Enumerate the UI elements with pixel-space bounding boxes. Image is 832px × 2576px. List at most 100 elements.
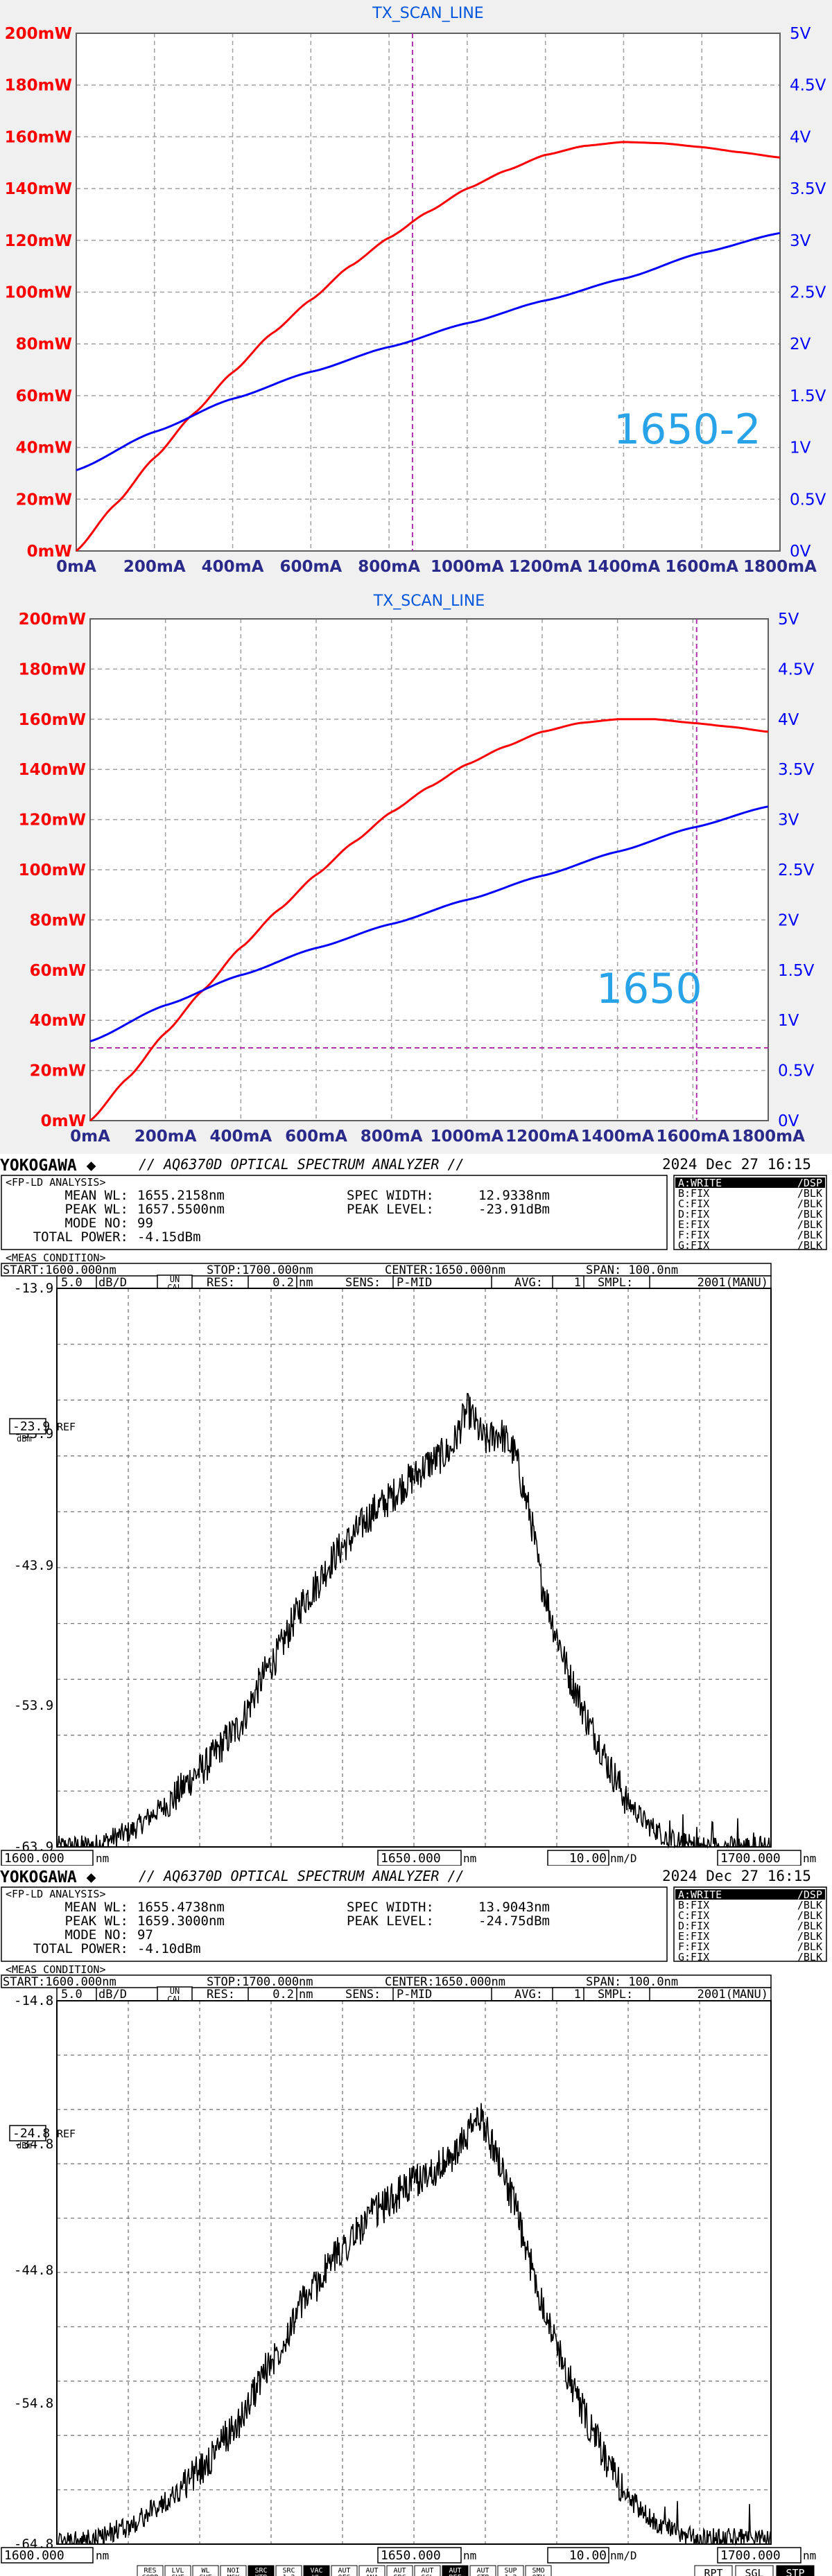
trace-name: E:FIX [678,1218,709,1231]
mode-button[interactable] [694,2565,733,2576]
meas-span: SPAN: 100.0nm [586,1263,678,1277]
trace-mode: /BLK [797,1920,822,1932]
osa-screen-1-svg: YOKOGAWA ◆ // AQ6370D OPTICAL SPECTRUM AN… [0,1156,827,1866]
analysis-value: 1659.3000nm [137,1913,225,1929]
trace-mode: /BLK [797,1899,822,1911]
y-left-tick-label: 200mW [5,25,72,43]
meas-stop: STOP:1700.000nm [207,1975,313,1989]
softkey[interactable] [275,2565,302,2576]
sens-label: SENS: [345,1988,381,2001]
analysis-value-2: -24.75dBm [478,1913,550,1929]
x-tick-label: 200mA [123,558,186,576]
analysis-name-2: PEAK LEVEL: [347,1202,434,1217]
y-left-tick-label: 120mW [5,232,72,250]
x-start-box [1,2547,94,2564]
liv-chart-1: TX_SCAN_LINE 0mW 20mW 40mW 60mW 80mW 100mW 120m… [0,0,832,590]
sens-value: P-MID [397,1988,432,2001]
y-right-tick-label: 1.5V [778,962,815,980]
softkey-label-top: AUT [421,2567,433,2575]
softkey[interactable] [303,2565,330,2576]
softkey[interactable] [248,2565,275,2576]
x-tick-label: 400mA [202,558,264,576]
trace-mode: /BLK [797,1909,822,1922]
avg-label: AVG: [514,1276,543,1290]
softkey[interactable] [137,2565,164,2576]
meas-box [1,1263,772,1277]
chart-annotation: 1650 [596,965,702,1013]
analysis-value: 97 [137,1927,153,1943]
x-stop-box [717,1850,801,1866]
softkey[interactable] [358,2565,385,2576]
y-right-tick-label: 2.5V [790,284,826,302]
softkey-label-bottom: REF [449,2574,461,2576]
avg-value: 1 [574,1276,581,1290]
osa-screen-2: YOKOGAWA ◆ // AQ6370D OPTICAL SPECTRUM AN… [0,1866,832,2576]
trace-mode: /BLK [797,1951,822,1963]
y-left-tick-label: 40mW [16,439,72,457]
x-scale-unit: nm/D [610,2549,637,2562]
analysis-label: <FP-LD ANALYSIS> [6,1888,106,1900]
ref-value: -24.8 [12,2126,50,2141]
x-tick-label: 600mA [279,558,342,576]
uncal-line-1: UN [170,1986,180,1996]
y-left-tick-label: 80mW [16,335,72,353]
softkey-label-top: SRC [282,2567,295,2575]
softkey[interactable] [414,2565,441,2576]
res-value: 0.2 [272,1276,294,1290]
trace-name: C:FIX [678,1909,709,1922]
analysis-value: 1657.5500nm [137,1202,225,1217]
softkey[interactable] [497,2565,524,2576]
softkey-label-top: SUP [504,2567,517,2575]
analysis-name: PEAK WL: [64,1202,128,1217]
softkey[interactable] [386,2565,413,2576]
x-tick-label: 1800mA [731,1128,805,1146]
x-center-value: 1650.000 [381,2548,441,2563]
x-tick-label: 0mA [70,1128,110,1146]
softkey-label-top: VAC [310,2567,322,2575]
meas-start: START:1600.000nm [3,1263,116,1277]
trace-name: E:FIX [678,1930,709,1943]
y-left-tick-label: 20mW [30,1062,86,1080]
softkey-label-bottom: 1-2 [504,2574,517,2576]
plot-frame [56,2000,772,2545]
meas-label: <MEAS CONDITION> [6,1963,106,1976]
x-stop-value: 1700.000 [720,1851,781,1866]
datetime: 2024 Dec 27 16:15 [662,1868,811,1884]
y-left-tick-label: 60mW [30,962,86,980]
x-tick-label: 1600mA [656,1128,729,1146]
softkey[interactable] [525,2565,552,2576]
softkey[interactable] [192,2565,219,2576]
y-right-tick-label: 0V [778,1112,799,1130]
trace-name: D:FIX [678,1208,709,1220]
trace-mode: /BLK [797,1208,822,1220]
y-right-tick-label: 0.5V [778,1062,815,1080]
y-right-tick-label: 2V [790,335,811,353]
softkey[interactable] [164,2565,191,2576]
analyzer-title: // AQ6370D OPTICAL SPECTRUM ANALYZER // [139,1868,465,1884]
softkey[interactable] [442,2565,469,2576]
analyzer-title: // AQ6370D OPTICAL SPECTRUM ANALYZER // [139,1156,465,1173]
scale-unit: dB/D [98,1276,127,1290]
y-right-tick-label: 2V [778,911,799,929]
softkey[interactable] [331,2565,358,2576]
softkey-label-bottom: CORR [141,2574,159,2576]
softkey[interactable] [469,2565,496,2576]
brand-logo: YOKOGAWA ◆ [0,1868,96,1886]
res-unit: nm [299,1276,313,1290]
y-right-tick-label: 0.5V [790,491,826,509]
mode-button[interactable] [776,2565,815,2576]
plot-frame [56,1288,772,1848]
series-line-voltage [89,805,769,1043]
analysis-value: 99 [137,1216,153,1231]
softkey[interactable] [220,2565,247,2576]
y-left-tick-label: 160mW [19,711,86,729]
x-center-box [377,1850,462,1866]
y-left-tick-label: 140mW [5,180,72,198]
trace-mode: /DSP [797,1889,822,1901]
y-left-tick-label: 20mW [16,491,72,509]
y-right-tick-label: 0V [790,543,811,561]
scale-value: 5.0 [61,1988,83,2001]
y-left-tick-label: 120mW [19,812,86,830]
x-tick-label: 1800mA [743,558,817,576]
mode-button[interactable] [735,2565,774,2576]
